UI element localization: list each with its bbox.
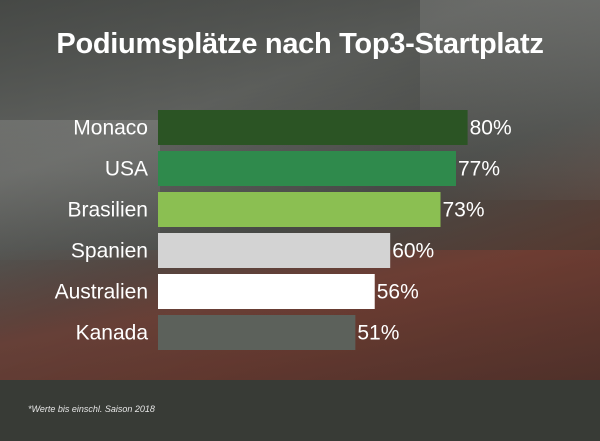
value-label: 77% [458,158,500,181]
chart-title: Podiumsplätze nach Top3-Startplatz [56,28,544,60]
category-label: USA [105,158,148,181]
footer-bar [0,380,600,441]
bar-brasilien [158,192,441,227]
value-label: 60% [392,240,434,263]
category-label: Kanada [76,322,149,345]
category-label: Monaco [73,117,148,140]
value-label: 80% [470,117,512,140]
bar-monaco [158,110,468,145]
background-building [0,120,160,260]
bar-spanien [158,233,391,268]
value-label: 73% [443,199,485,222]
bar-kanada [158,315,356,350]
category-label: Spanien [71,240,148,263]
bar-chart: Monaco 80% USA 77% Brasilien 73% Spanien 60% Aus… [55,110,512,350]
value-label: 51% [357,322,399,345]
footnote: *Werte bis einschl. Saison 2018 [28,404,155,414]
value-label: 56% [377,281,419,304]
category-label: Australien [55,281,148,304]
bar-australien [158,274,375,309]
category-label: Brasilien [67,199,148,222]
bar-usa [158,151,456,186]
